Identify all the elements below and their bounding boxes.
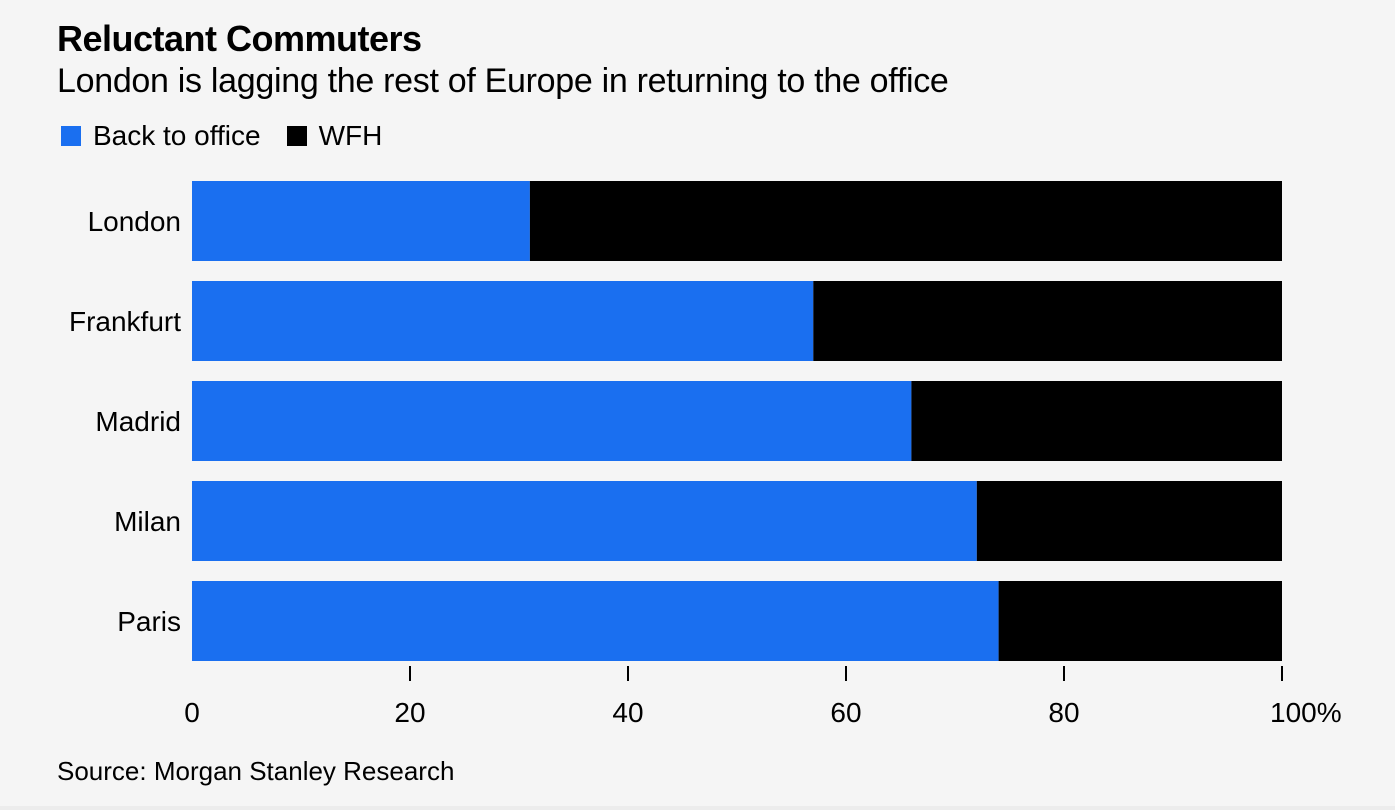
bar-group-frankfurt: [192, 281, 1282, 361]
bar-wfh-milan: [976, 481, 1282, 561]
legend-swatch-back-to-office: [61, 126, 81, 146]
category-label-madrid: Madrid: [95, 406, 181, 437]
legend-swatch-wfh: [286, 126, 307, 146]
bar-wfh-madrid: [911, 381, 1282, 461]
chart-subtitle: London is lagging the rest of Europe in …: [57, 62, 949, 100]
x-tick-label-40: 40: [612, 697, 643, 728]
bar-group-london: [192, 181, 1282, 261]
legend-item-back-to-office: Back to office: [61, 120, 261, 152]
x-tick-label-20: 20: [394, 697, 425, 728]
bar-back-to-office-london: [192, 181, 530, 261]
chart-title: Reluctant Commuters: [57, 18, 422, 59]
bar-wfh-london: [529, 181, 1282, 261]
bar-wfh-frankfurt: [813, 281, 1282, 361]
x-tick-label-80: 80: [1048, 697, 1079, 728]
bottom-divider: [0, 806, 1395, 810]
legend: Back to office WFH: [61, 120, 408, 152]
x-tick-label-100: 100%: [1270, 697, 1342, 728]
bar-group-milan: [192, 481, 1282, 561]
category-label-frankfurt: Frankfurt: [69, 306, 181, 337]
x-tick-label-60: 60: [830, 697, 861, 728]
x-tick-label-0: 0: [184, 697, 200, 728]
bar-group-madrid: [192, 381, 1282, 461]
bar-back-to-office-frankfurt: [192, 281, 814, 361]
legend-label-back-to-office: Back to office: [93, 120, 261, 151]
source-note: Source: Morgan Stanley Research: [57, 756, 455, 786]
bar-wfh-paris: [998, 581, 1282, 661]
legend-item-wfh: WFH: [286, 120, 383, 152]
bar-back-to-office-madrid: [192, 381, 912, 461]
bar-back-to-office-milan: [192, 481, 977, 561]
category-label-london: London: [88, 206, 181, 237]
bar-back-to-office-paris: [192, 581, 999, 661]
category-label-paris: Paris: [117, 606, 181, 637]
bar-group-paris: [192, 581, 1282, 661]
category-label-milan: Milan: [114, 506, 181, 537]
legend-label-wfh: WFH: [318, 120, 383, 151]
